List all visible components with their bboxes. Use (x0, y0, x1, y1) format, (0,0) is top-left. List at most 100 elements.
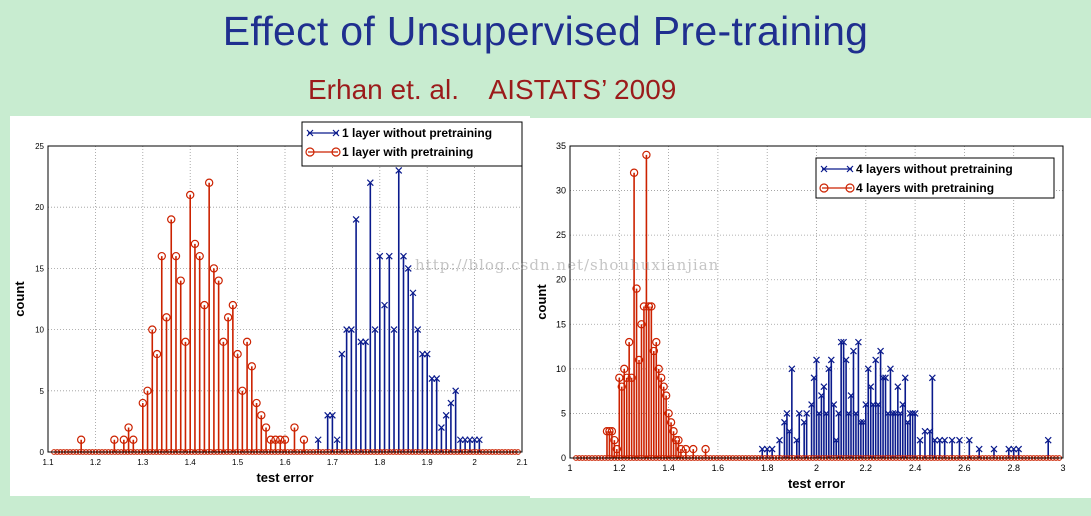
y-tick-label: 10 (35, 326, 44, 335)
stem-marker-circle (622, 373, 631, 382)
chart-panel-right: 1 1.2 1.4 1.6 1.8 2 2.2 2.4 2.6 2.8 3 0 5 10 15 20 25 30 3… (530, 118, 1091, 498)
stem-marker-x (867, 383, 875, 391)
stem-marker-circle (654, 364, 663, 374)
stem-marker-x (758, 445, 766, 453)
stem-marker-x (783, 410, 791, 417)
stem-marker-circle (610, 435, 619, 445)
stem-marker-circle (676, 444, 686, 454)
stem-marker-x (314, 436, 322, 444)
stem-marker-x (385, 252, 393, 260)
stem-marker-circle (76, 435, 86, 444)
legend-label: 1 layer with pretraining (342, 145, 473, 159)
x-tick-label: 1.7 (327, 458, 339, 467)
stem-marker-x (776, 436, 783, 444)
legend-label: 4 layers without pretraining (856, 162, 1013, 176)
stem-marker-x (390, 326, 398, 334)
stem-marker-x (916, 436, 924, 444)
stem-marker-circle (620, 364, 629, 374)
legend-label: 1 layer without pretraining (342, 126, 492, 140)
y-tick-label: 5 (561, 408, 566, 418)
stem-marker-x (931, 436, 939, 444)
stem-marker-x (921, 427, 929, 435)
legend-marker-x (846, 165, 854, 173)
stem-marker-circle (261, 423, 271, 432)
stem-marker-circle (602, 427, 612, 436)
stem-marker-x (371, 326, 379, 334)
stem-marker-x (901, 374, 909, 382)
stem-marker-x (936, 436, 944, 444)
stem-marker-x (965, 436, 973, 444)
stem-marker-circle (607, 427, 617, 436)
stem-marker-x (864, 365, 872, 373)
stem-marker-x (395, 167, 403, 174)
stem-marker-x (409, 289, 417, 297)
stem-marker-circle (666, 418, 676, 427)
stem-marker-circle (233, 349, 242, 359)
stem-marker-circle (671, 435, 681, 445)
stem-marker-circle (689, 444, 698, 454)
stem-marker-circle (266, 435, 275, 444)
plot-frame (569, 145, 1064, 459)
stem-marker-x (813, 356, 820, 364)
stem-marker-x (894, 383, 902, 391)
stem-marker-x (338, 350, 346, 358)
stem-marker-x (433, 375, 441, 382)
stem-marker-x (872, 356, 880, 364)
stem-marker-x (475, 436, 483, 444)
stem-marker-x (990, 445, 998, 453)
stem-marker-x (437, 424, 445, 431)
x-tick-label: 2 (472, 458, 477, 467)
x-tick-label: 1.2 (613, 463, 626, 473)
stem-marker-circle (138, 398, 147, 408)
x-tick-label: 1.2 (90, 458, 102, 467)
stem-marker-x (882, 374, 889, 382)
legend-marker-circle (819, 183, 829, 193)
x-axis-label: test error (788, 476, 845, 491)
stem-marker-x (1044, 436, 1052, 444)
stem-marker-circle (176, 276, 185, 285)
stem-marker-x (423, 350, 431, 358)
y-tick-label: 15 (556, 319, 566, 329)
stem-marker-x (763, 445, 771, 453)
stem-marker-circle (242, 337, 252, 347)
stem-marker-x (877, 347, 885, 355)
stem-marker-circle (209, 264, 219, 273)
stem-marker-circle (124, 423, 133, 432)
slide-subtitle: Erhan et. al. AISTATS’ 2009 (308, 74, 677, 105)
y-tick-label: 35 (556, 141, 566, 151)
stem-marker-x (803, 410, 811, 417)
stem-marker-circle (195, 251, 204, 261)
y-tick-label: 0 (40, 448, 45, 457)
stem-marker-circle (634, 355, 644, 365)
legend-marker-x (306, 129, 314, 137)
stem-marker-circle (605, 427, 614, 436)
stem-marker-x (366, 179, 374, 187)
stem-marker-circle (148, 325, 157, 334)
x-tick-label: 2.4 (909, 463, 922, 473)
stem-marker-x (1010, 445, 1018, 453)
stem-marker-x (452, 387, 460, 395)
stem-marker-circle (214, 276, 223, 285)
x-tick-label: 1.1 (42, 458, 54, 467)
stem-marker-circle (657, 373, 666, 382)
stem-marker-x (941, 436, 949, 444)
y-tick-label: 0 (561, 453, 566, 463)
stem-marker-circle (652, 337, 661, 347)
stem-marker-circle (247, 362, 257, 371)
x-tick-label: 1.4 (185, 458, 197, 467)
stem-marker-circle (290, 423, 299, 432)
stem-marker-x (768, 445, 776, 453)
y-tick-label: 20 (556, 275, 566, 285)
stem-marker-circle (617, 382, 626, 391)
stem-marker-circle (649, 346, 659, 356)
stem-marker-x (788, 365, 796, 373)
stem-marker-circle (624, 337, 634, 347)
stem-marker-x (352, 216, 360, 223)
y-tick-label: 25 (35, 142, 44, 151)
x-tick-label: 1.6 (279, 458, 291, 467)
stem-marker-x (442, 411, 450, 419)
stem-marker-circle (204, 178, 214, 187)
stem-marker-x (1015, 445, 1023, 453)
stem-marker-circle (674, 435, 683, 445)
stem-marker-circle (185, 190, 195, 200)
